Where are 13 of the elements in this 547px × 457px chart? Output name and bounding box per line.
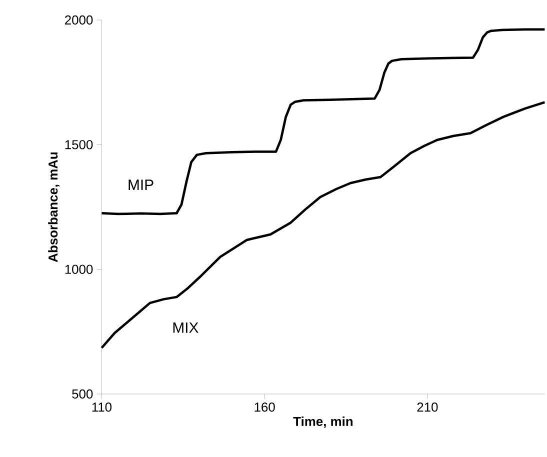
y-tick-label: 2000 xyxy=(65,15,93,25)
y-tick-label: 1500 xyxy=(65,140,93,150)
x-tick-label: 110 xyxy=(92,402,112,412)
y-axis-title: Absorbance, mAu xyxy=(48,152,60,262)
line-series xyxy=(100,101,546,350)
x-tick-label: 210 xyxy=(417,402,438,412)
series-label: MIX xyxy=(173,322,198,333)
x-axis-title: Time, min xyxy=(293,416,352,428)
line-series xyxy=(100,28,546,216)
y-tick-label: 500 xyxy=(72,389,93,399)
x-tick-label: 160 xyxy=(254,402,275,412)
series-label: MIP xyxy=(128,180,154,190)
y-tick-label: 1000 xyxy=(65,264,93,274)
